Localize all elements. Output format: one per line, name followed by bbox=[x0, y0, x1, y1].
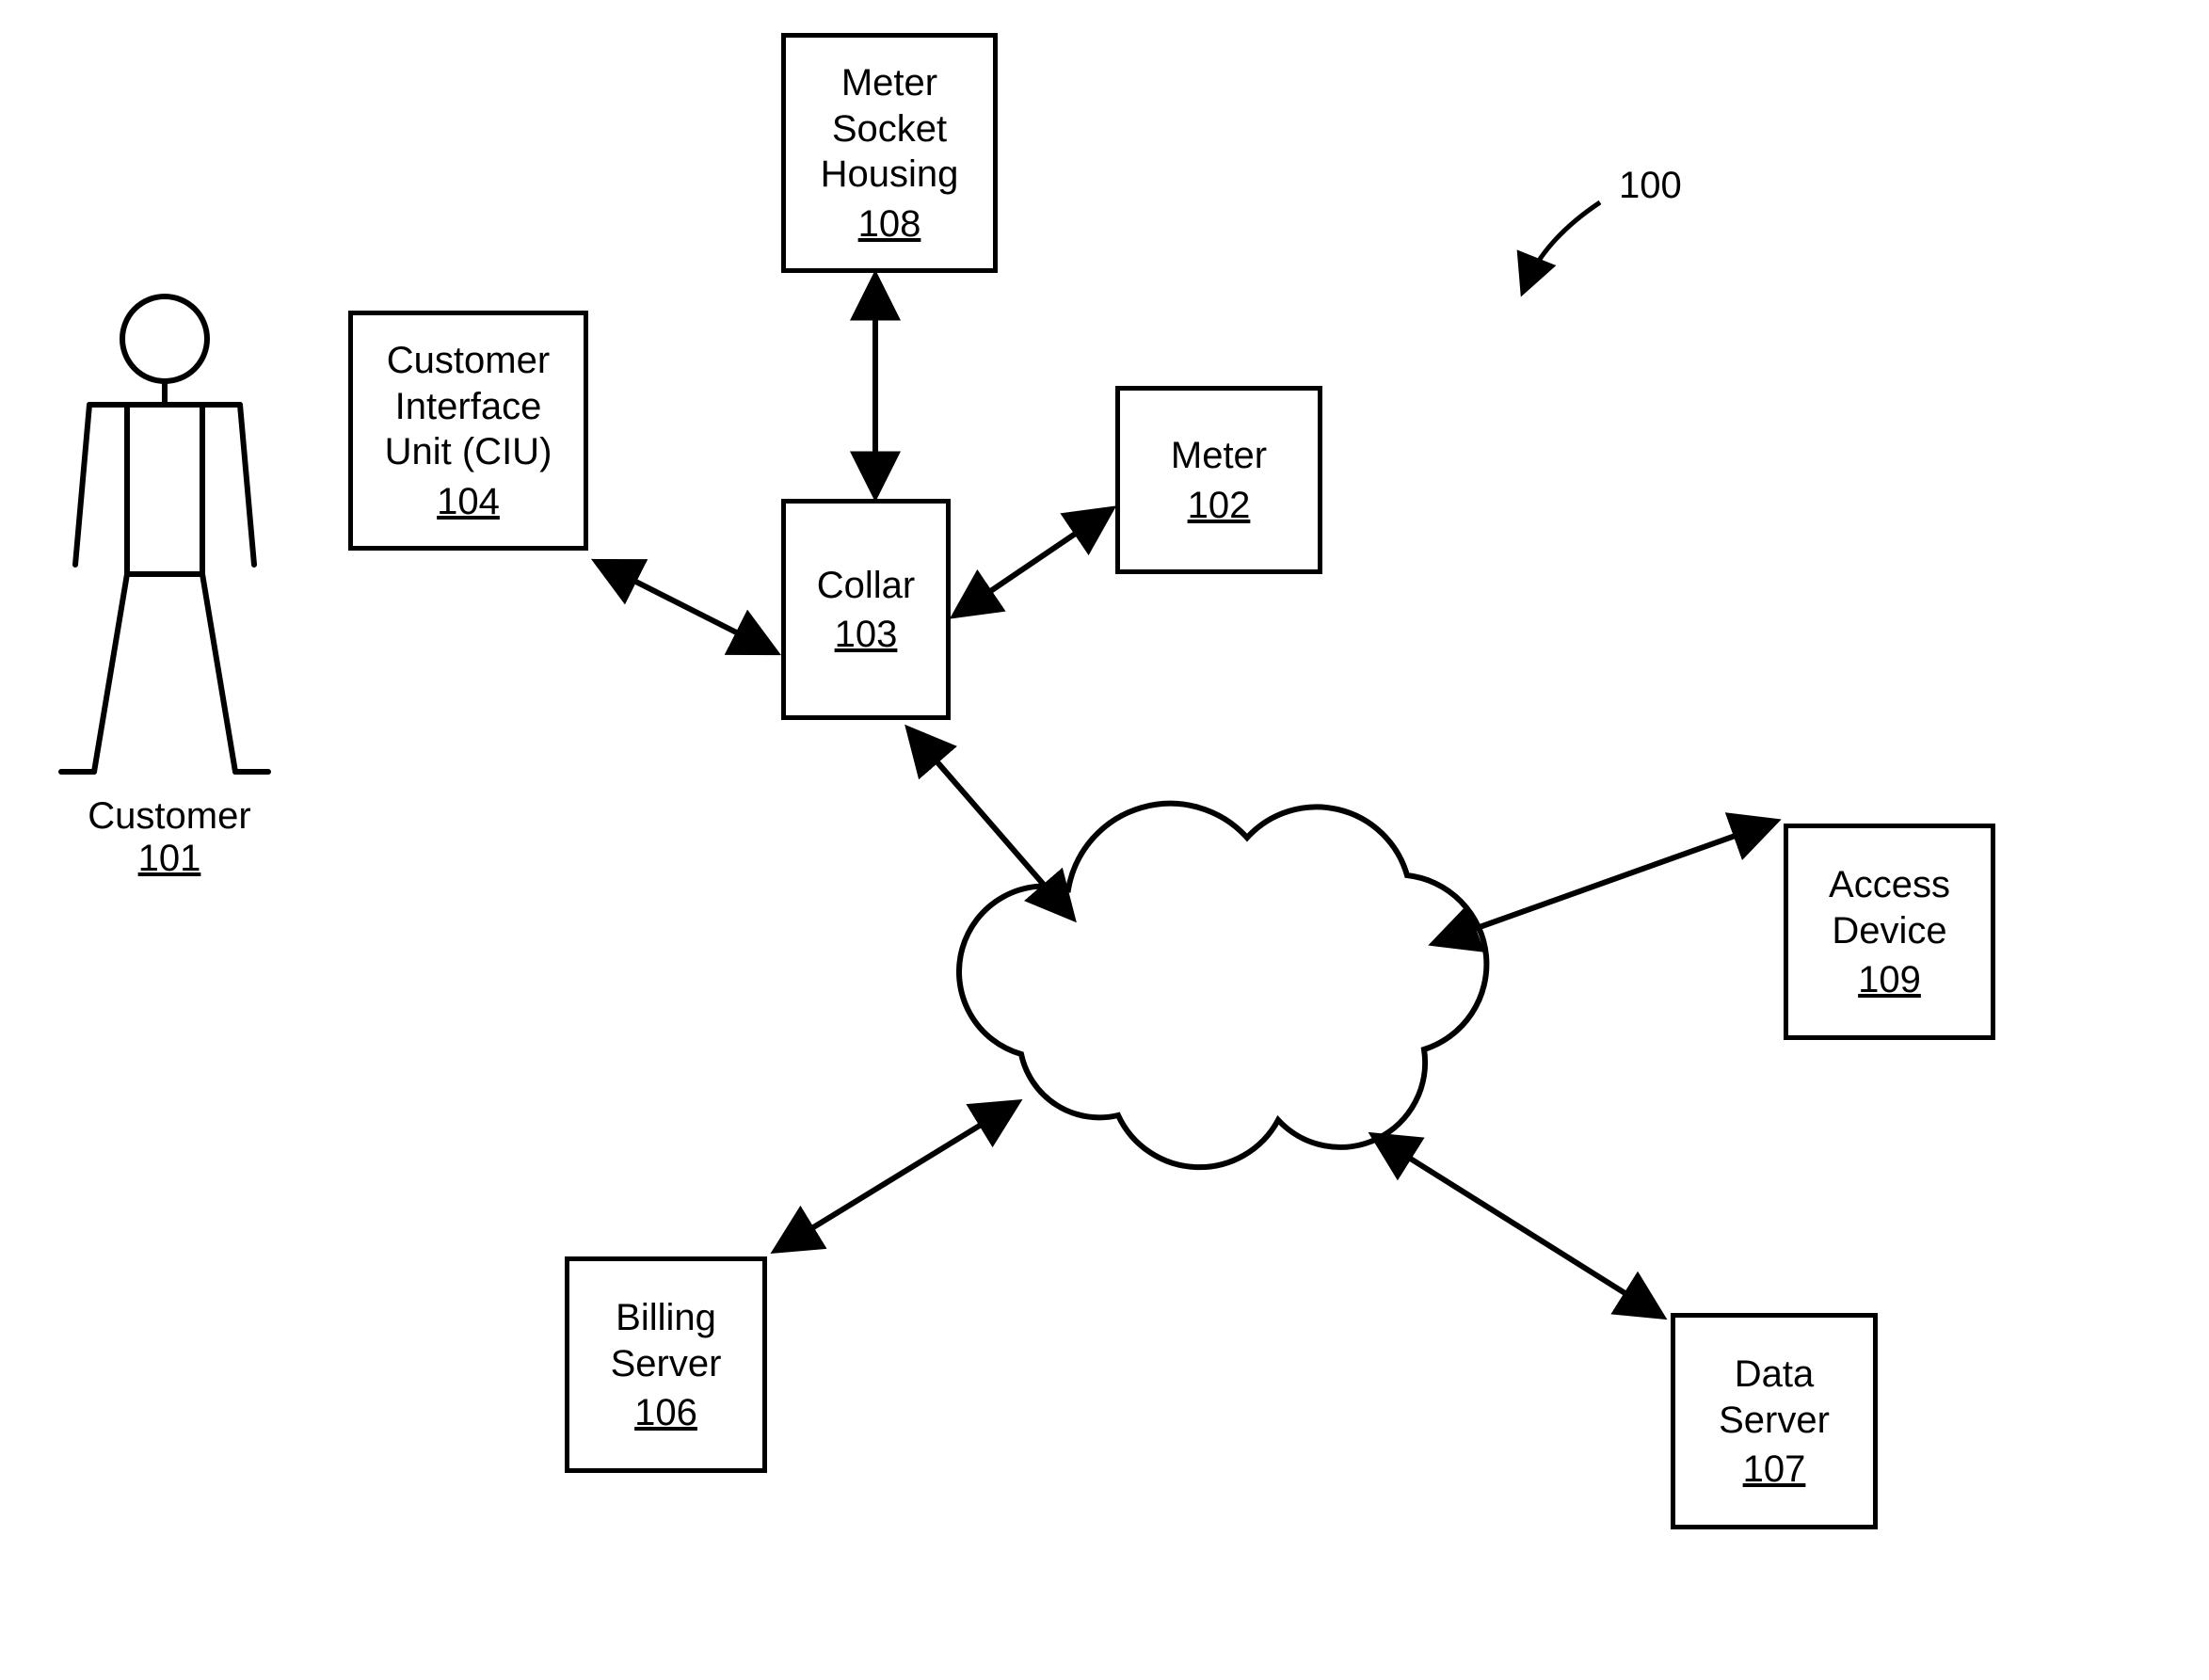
node-data: Data Server 107 bbox=[1671, 1313, 1878, 1529]
node-data-ref: 107 bbox=[1743, 1448, 1806, 1491]
customer-icon bbox=[61, 296, 268, 772]
node-ciu-label: Customer Interface Unit (CIU) bbox=[385, 338, 552, 475]
node-billing-label: Billing Server bbox=[611, 1295, 722, 1387]
node-network-ref: 105 bbox=[1115, 1026, 1313, 1068]
node-access: Access Device 109 bbox=[1784, 824, 1995, 1040]
node-housing: Meter Socket Housing 108 bbox=[781, 33, 998, 273]
node-housing-label: Meter Socket Housing bbox=[821, 60, 959, 198]
node-ciu: Customer Interface Unit (CIU) 104 bbox=[348, 311, 588, 551]
node-housing-ref: 108 bbox=[858, 203, 921, 246]
figure-number: 100 bbox=[1619, 165, 1682, 207]
diagram-canvas: 100 Customer 101 Customer Interface Unit… bbox=[0, 0, 2209, 1680]
customer-label-text: Customer bbox=[88, 795, 250, 837]
node-data-label: Data Server bbox=[1719, 1352, 1830, 1444]
node-ciu-ref: 104 bbox=[437, 481, 500, 523]
customer-ref: 101 bbox=[66, 838, 273, 880]
node-collar-label: Collar bbox=[817, 563, 915, 609]
node-billing: Billing Server 106 bbox=[565, 1256, 767, 1473]
edge-collar-network bbox=[913, 734, 1068, 913]
customer-label: Customer 101 bbox=[66, 795, 273, 880]
figure-leader bbox=[1525, 202, 1600, 287]
node-access-ref: 109 bbox=[1858, 959, 1921, 1001]
edge-network-data bbox=[1379, 1139, 1657, 1313]
edge-network-access bbox=[1440, 824, 1769, 941]
node-meter: Meter 102 bbox=[1115, 386, 1322, 574]
node-meter-ref: 102 bbox=[1188, 485, 1251, 527]
node-network-label: Network bbox=[1145, 984, 1284, 1025]
node-access-label: Access Device bbox=[1829, 862, 1950, 954]
node-collar-ref: 103 bbox=[835, 614, 898, 656]
edge-collar-meter bbox=[960, 513, 1106, 612]
figure-number-text: 100 bbox=[1619, 165, 1682, 206]
node-collar: Collar 103 bbox=[781, 499, 951, 720]
node-network-label-block: Network 105 bbox=[1115, 984, 1313, 1068]
edge-network-billing bbox=[781, 1106, 1012, 1247]
node-meter-label: Meter bbox=[1171, 433, 1267, 479]
edge-ciu-collar bbox=[602, 565, 770, 649]
node-billing-ref: 106 bbox=[634, 1392, 697, 1434]
